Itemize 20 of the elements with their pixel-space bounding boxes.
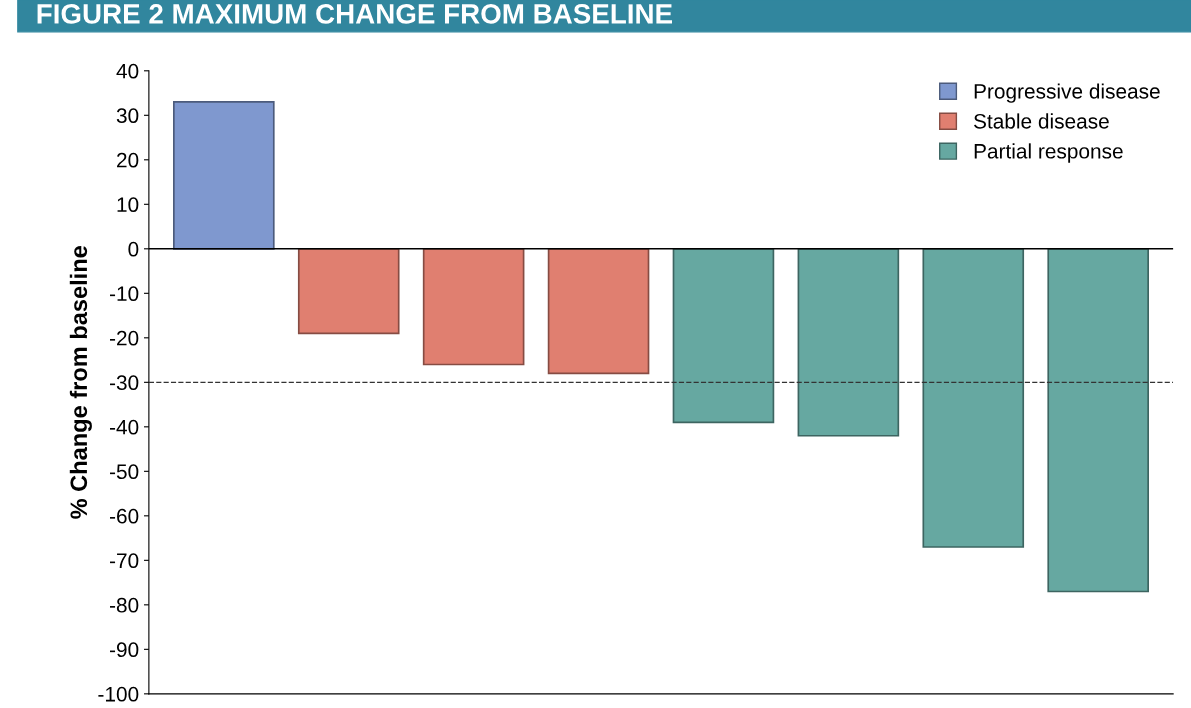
- legend-label: Stable disease: [974, 113, 1109, 129]
- y-tick-label: -30: [109, 375, 139, 391]
- legend-label: Partial response: [974, 143, 1123, 163]
- y-tick-label: -20: [109, 330, 139, 346]
- y-tick-label: -80: [109, 597, 139, 613]
- y-tick-label: -60: [109, 508, 139, 524]
- y-tick-label: -50: [109, 464, 139, 480]
- y-tick-label: -10: [109, 286, 139, 302]
- y-axis-title: % Change from baseline: [69, 246, 92, 519]
- y-tick-label: 30: [116, 108, 139, 124]
- y-tick-label: 0: [128, 241, 139, 257]
- y-tick-label: 40: [116, 63, 139, 79]
- y-tick-label: -70: [109, 553, 139, 569]
- y-tick-label: 20: [117, 152, 139, 168]
- y-tick-label: 10: [117, 197, 139, 213]
- y-tick-label: -90: [109, 642, 139, 658]
- y-tick-label: -100: [98, 686, 139, 702]
- legend-label: Progressive disease: [974, 83, 1160, 103]
- chart-title: FIGURE 2 MAXIMUM CHANGE FROM BASELINE: [37, 4, 672, 24]
- y-tick-label: -40: [109, 419, 139, 435]
